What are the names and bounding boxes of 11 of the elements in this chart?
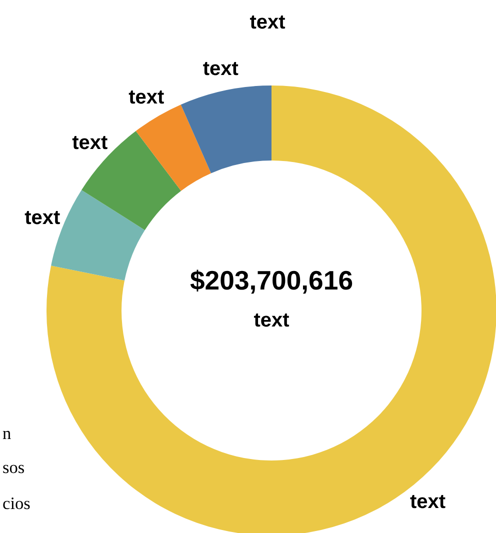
text: cios <box>2 494 31 513</box>
slice-label: text <box>72 132 108 154</box>
text: sos <box>2 458 25 477</box>
slice-label: text <box>202 58 239 80</box>
text: text <box>250 12 286 34</box>
slice-label: text <box>24 207 61 230</box>
text: n <box>2 424 12 443</box>
slice-label: text <box>128 86 165 109</box>
text: $203,700,616 <box>190 266 354 296</box>
slice-label: text <box>410 490 446 513</box>
text: text <box>254 310 290 332</box>
